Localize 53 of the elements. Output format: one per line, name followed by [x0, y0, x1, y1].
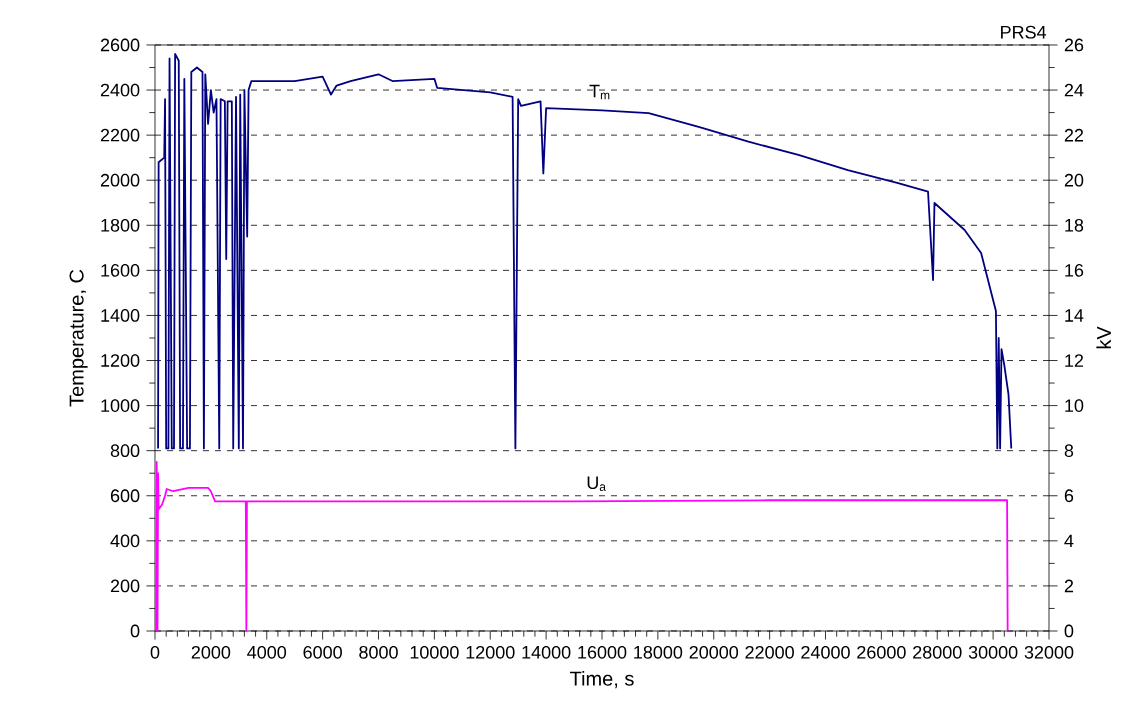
x-tick-label: 6000 [303, 645, 342, 659]
y2-tick-label: 8 [1064, 444, 1074, 458]
y-tick-label: 2200 [100, 128, 140, 142]
y-tick-label: 0 [130, 624, 140, 638]
y2-tick-label: 6 [1064, 489, 1074, 503]
x-tick-label: 4000 [247, 645, 287, 659]
x-tick-label: 16000 [578, 645, 627, 659]
x-tick-label: 18000 [634, 645, 683, 659]
y-tick-label: 1400 [101, 309, 140, 322]
y-tick-label: 1000 [101, 399, 140, 412]
y-tick-label: 200 [110, 579, 140, 593]
x-tick-label: 26000 [857, 645, 906, 659]
x-tick-label: 14000 [522, 645, 571, 659]
x-tick-label: 28000 [913, 645, 962, 659]
y2-axis-title: kV [1096, 326, 1111, 349]
y-tick-label: 600 [110, 489, 140, 503]
y2-tick-label: 26 [1064, 38, 1084, 52]
y2-tick-label: 22 [1064, 128, 1084, 142]
y-tick-label: 2600 [100, 38, 140, 52]
y-tick-label: 800 [110, 444, 140, 458]
y2-tick-label: 24 [1064, 83, 1084, 97]
y-tick-label: 1600 [101, 263, 140, 277]
x-tick-label: 30000 [968, 645, 1018, 659]
y-tick-label: 1800 [101, 218, 140, 232]
y2-tick-label: 4 [1064, 534, 1074, 548]
x-tick-label: 0 [150, 645, 160, 659]
x-tick-label: 8000 [359, 645, 398, 659]
text: PRS4 [1001, 25, 1047, 39]
y-axis-title: Temperature, C [69, 269, 88, 407]
y2-tick-label: 16 [1065, 263, 1084, 277]
y2-tick-label: 2 [1064, 579, 1074, 593]
x-tick-label: 12000 [466, 645, 515, 659]
y2-tick-label: 18 [1065, 218, 1084, 232]
y-tick-label: 1200 [101, 354, 140, 367]
series-label: U$_{a}$ [587, 476, 606, 491]
x-tick-label: 20000 [689, 645, 739, 659]
x-tick-label: 10000 [410, 645, 459, 659]
y-tick-label: 2000 [100, 173, 140, 187]
y2-tick-label: 10 [1065, 399, 1084, 412]
series-label: T$_{m}$ [589, 84, 610, 100]
x-axis-title: Time, s [570, 671, 634, 689]
y-tick-label: 400 [110, 534, 140, 548]
line-series [157, 53, 1013, 450]
y-tick-label: 2400 [100, 83, 140, 97]
line-series [155, 461, 1009, 632]
y2-tick-label: 14 [1065, 309, 1084, 322]
x-tick-label: 24000 [801, 645, 850, 659]
x-tick-label: 2000 [191, 645, 231, 659]
y2-tick-label: 20 [1064, 173, 1084, 187]
x-tick-label: 32000 [1024, 645, 1074, 659]
y2-tick-label: 0 [1064, 624, 1074, 638]
x-tick-label: 22000 [745, 645, 794, 659]
y2-tick-label: 12 [1065, 354, 1084, 367]
